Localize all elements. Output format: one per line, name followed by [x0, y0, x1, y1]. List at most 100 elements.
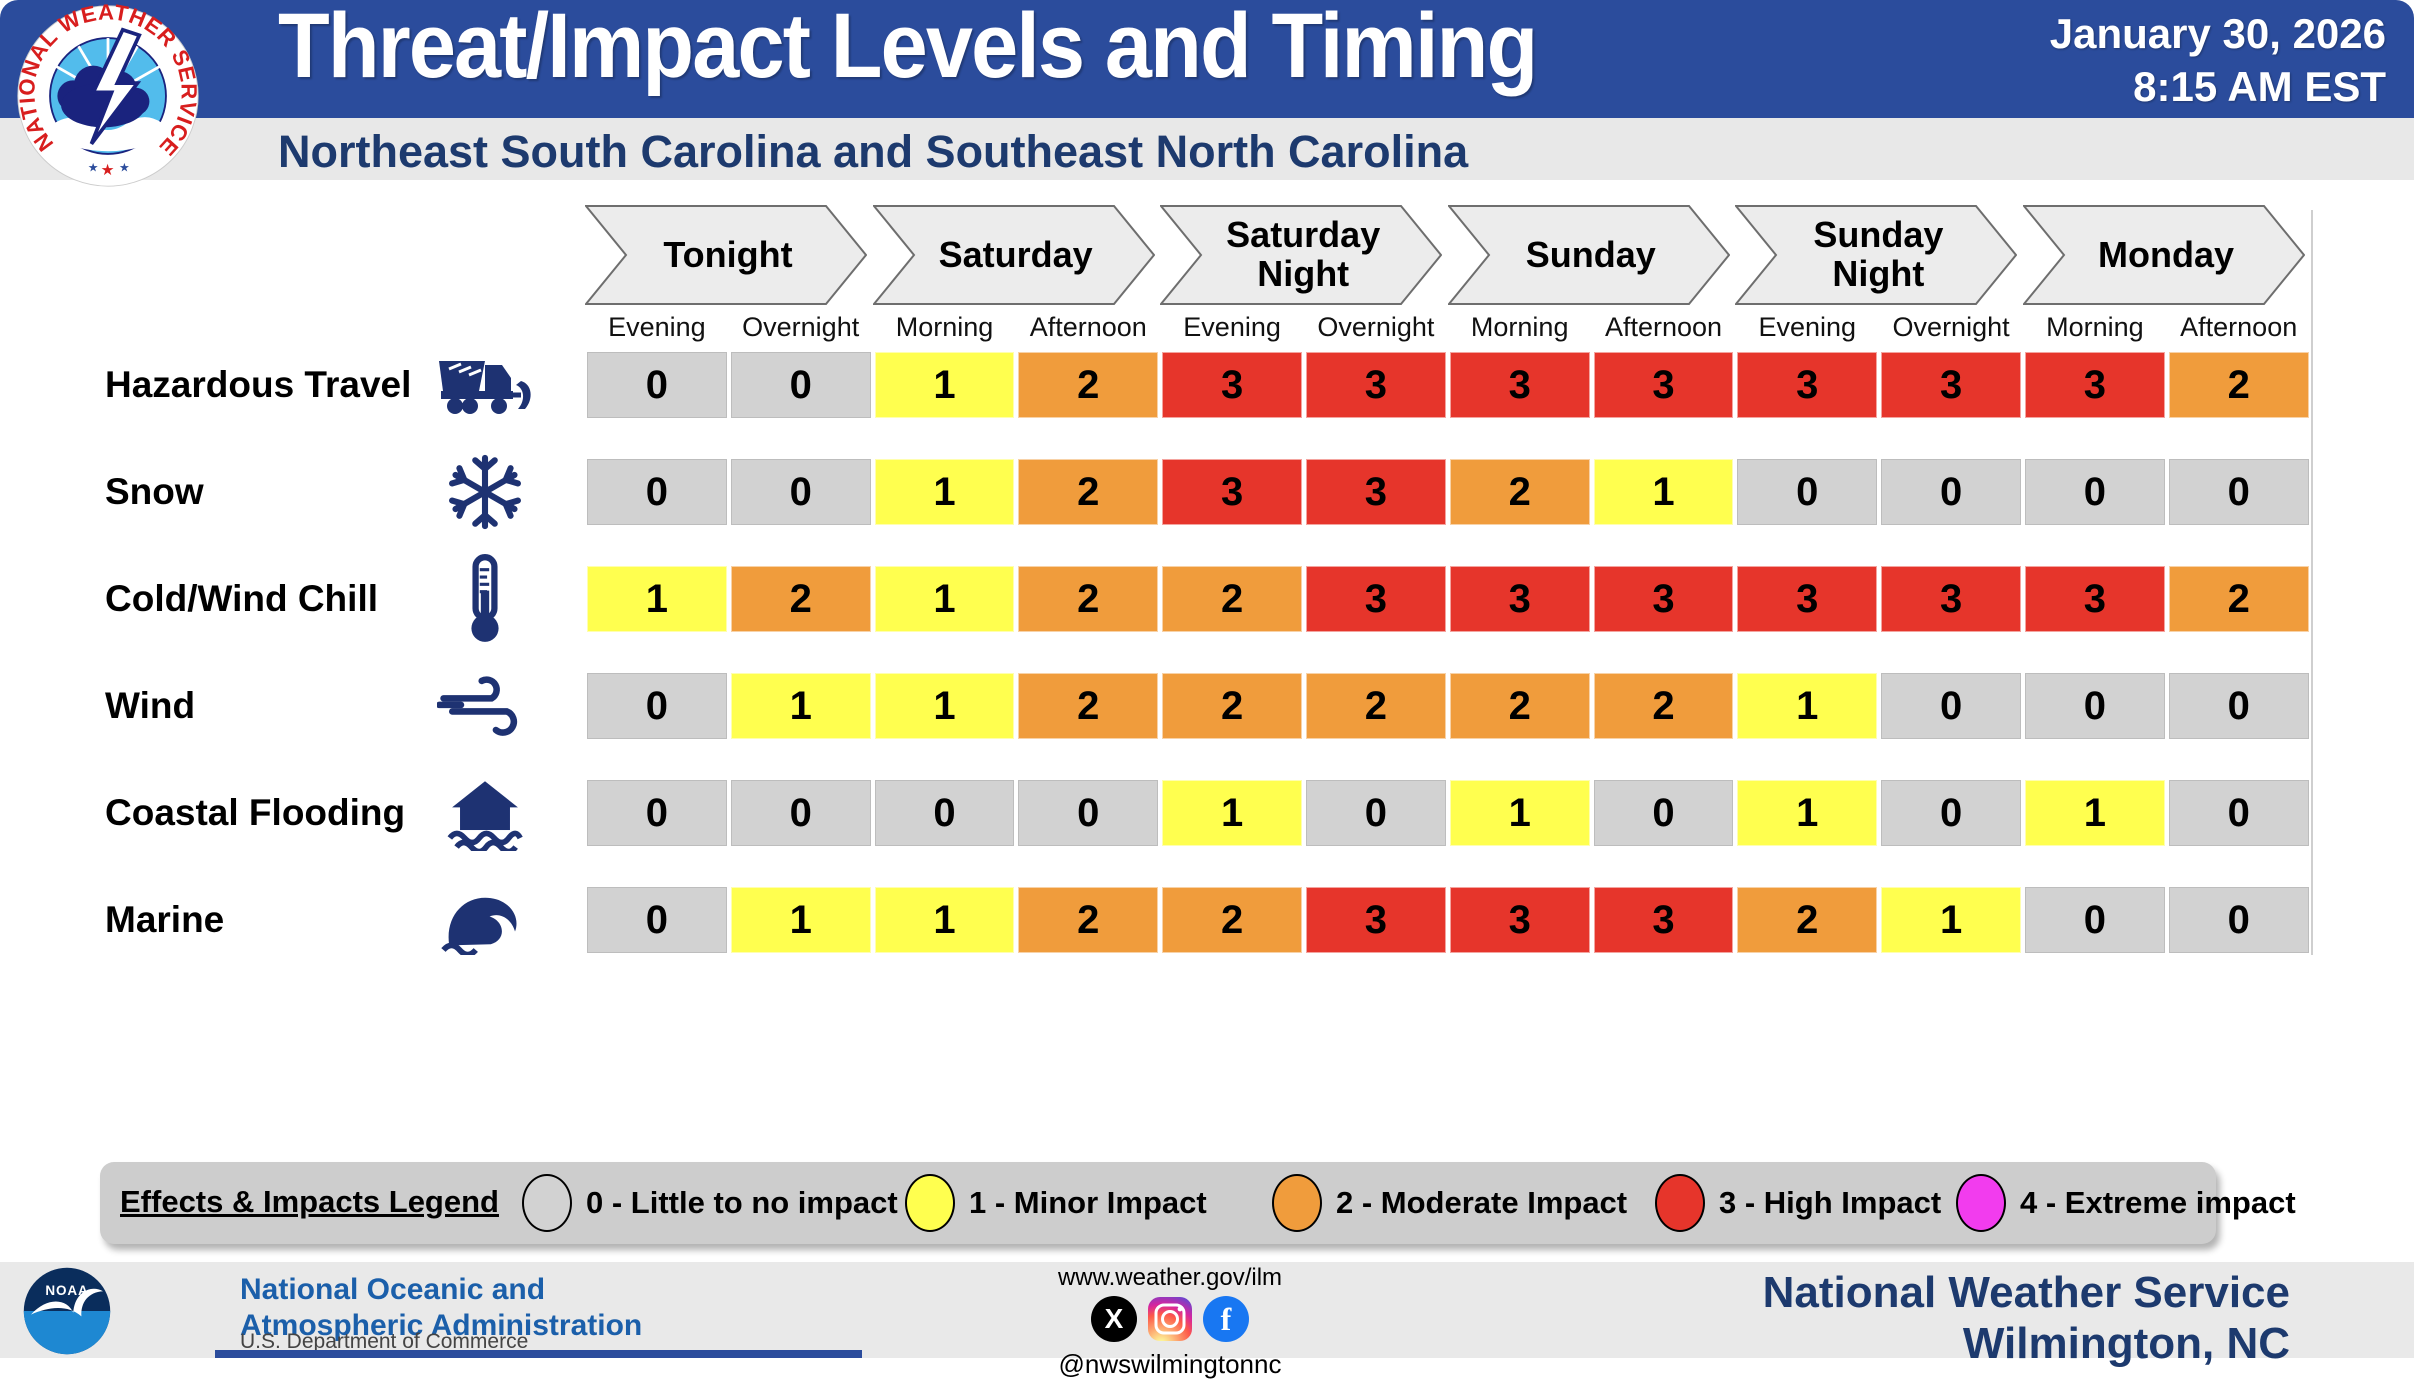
- legend-swatch-3: [1655, 1174, 1705, 1232]
- threat-cell: 3: [2025, 352, 2165, 418]
- legend-item-2: 2 - Moderate Impact: [1272, 1172, 1627, 1234]
- legend-swatch-2: [1272, 1174, 1322, 1232]
- noaa-name: National Oceanic and Atmospheric Adminis…: [240, 1273, 643, 1342]
- legend-label: 1 - Minor Impact: [969, 1185, 1207, 1220]
- day-arrow-label: Sunday: [1525, 233, 1656, 275]
- threat-cell: 3: [1593, 887, 1734, 953]
- snowplow-icon: [415, 336, 555, 434]
- threat-cell: 3: [1306, 352, 1446, 418]
- footer-center: www.weather.gov/ilm X f @nwswilmingtonnc: [1000, 1264, 1340, 1380]
- threat-cell: 0: [2168, 887, 2309, 953]
- threat-cell: 0: [730, 780, 871, 846]
- threat-cell: 1: [730, 673, 871, 739]
- row-label-cold-wind-chill: Cold/Wind Chill: [105, 578, 379, 619]
- threat-cell: 2: [1449, 673, 1590, 739]
- day-arrow-label: Sunday Night: [1813, 214, 1944, 294]
- threat-cell: 1: [1593, 459, 1734, 525]
- bottom-blue-strip: [215, 1350, 862, 1358]
- nws-office-name: National Weather Service Wilmington, NC: [1762, 1268, 2290, 1368]
- threat-cell: 1: [874, 673, 1015, 739]
- legend-item-3: 3 - High Impact: [1655, 1172, 1941, 1234]
- threat-cell: 1: [1737, 780, 1878, 846]
- period-label: Evening: [1758, 312, 1857, 342]
- x-twitter-icon: X: [1091, 1296, 1137, 1342]
- page-subtitle: Northeast South Carolina and Southeast N…: [278, 126, 1469, 177]
- threat-cell: 2: [1018, 352, 1159, 418]
- legend-swatch-1: [905, 1174, 955, 1232]
- nws-logo-icon: NATIONAL WEATHER SERVICE ★ ★ ★: [14, 0, 200, 188]
- datetime: January 30, 2026 8:15 AM EST: [2050, 8, 2386, 113]
- threat-cell: 2: [2168, 566, 2309, 632]
- threat-cell: 1: [874, 566, 1015, 632]
- legend-swatch-0: [522, 1174, 572, 1232]
- period-label: Overnight: [742, 312, 860, 342]
- threat-cell: 0: [1306, 780, 1446, 846]
- row-label-coastal-flooding: Coastal Flooding: [105, 792, 406, 833]
- threat-cell: 3: [1593, 566, 1734, 632]
- noaa-logo-icon: NOAA: [22, 1266, 112, 1356]
- threat-cell: 0: [2168, 459, 2309, 525]
- row-label-hazardous-travel: Hazardous Travel: [105, 364, 412, 405]
- threat-cell: 3: [1881, 352, 2021, 418]
- threat-cell: 0: [2025, 459, 2165, 525]
- day-arrow-saturday: Saturday: [872, 205, 1155, 305]
- day-arrow-label: Tonight: [663, 233, 793, 275]
- threat-cell: 1: [874, 459, 1015, 525]
- day-arrow-sunday-night: Sunday Night: [1735, 205, 2018, 305]
- threat-cell: 0: [730, 459, 871, 525]
- threat-cell: 1: [587, 566, 727, 632]
- legend-item-1: 1 - Minor Impact: [905, 1172, 1207, 1234]
- threat-cell: 0: [1881, 780, 2021, 846]
- grid-right-border: [2311, 210, 2313, 955]
- threat-cell: 2: [1162, 673, 1302, 739]
- day-arrow-monday: Monday: [2023, 205, 2305, 305]
- threat-cell: 0: [730, 352, 871, 418]
- threat-cell: 2: [1449, 459, 1590, 525]
- period-label: Afternoon: [1029, 312, 1147, 342]
- legend-item-0: 0 - Little to no impact: [522, 1172, 898, 1234]
- threat-cell: 0: [1593, 780, 1734, 846]
- threat-cell: 0: [587, 780, 727, 846]
- threat-cell: 0: [1881, 673, 2021, 739]
- thermometer-icon: [415, 550, 555, 648]
- threat-cell: 0: [2025, 673, 2165, 739]
- threat-cell: 0: [1881, 459, 2021, 525]
- threat-cell: 2: [1737, 887, 1878, 953]
- threat-cell: 0: [587, 459, 727, 525]
- threat-cell: 3: [1593, 352, 1734, 418]
- wind-icon: [415, 657, 555, 755]
- noaa-logo-label: NOAA: [45, 1283, 88, 1298]
- coastal-flooding-icon: [415, 764, 555, 862]
- threat-cell: 3: [2025, 566, 2165, 632]
- svg-text:★: ★: [101, 162, 115, 179]
- threat-cell: 2: [1593, 673, 1734, 739]
- threat-cell: 1: [1737, 673, 1878, 739]
- threat-cell: 1: [1162, 780, 1302, 846]
- threat-cell: 2: [1306, 673, 1446, 739]
- day-arrow-sunday: Sunday: [1447, 205, 1730, 305]
- threat-cell: 1: [874, 887, 1015, 953]
- threat-cell: 0: [587, 887, 727, 953]
- threat-cell: 3: [1737, 352, 1878, 418]
- threat-cell: 2: [1162, 566, 1302, 632]
- threat-cell: 0: [2168, 780, 2309, 846]
- row-label-marine: Marine: [105, 899, 225, 940]
- legend-label: 4 - Extreme impact: [2020, 1185, 2296, 1220]
- threat-cell: 1: [1881, 887, 2021, 953]
- header-band: [0, 0, 2414, 118]
- period-label: Evening: [1183, 312, 1281, 342]
- period-label: Afternoon: [2180, 312, 2298, 342]
- threat-cell: 0: [2168, 673, 2309, 739]
- issue-time: 8:15 AM EST: [2133, 62, 2386, 110]
- threat-cell: 2: [1018, 673, 1159, 739]
- legend-item-4: 4 - Extreme impact: [1956, 1172, 2296, 1234]
- social-handle: @nwswilmingtonnc: [1058, 1349, 1282, 1379]
- threat-cell: 3: [1449, 887, 1590, 953]
- threat-cell: 3: [1162, 352, 1302, 418]
- threat-cell: 1: [1449, 780, 1590, 846]
- threat-cell: 0: [1737, 459, 1878, 525]
- legend-swatch-4: [1956, 1174, 2006, 1232]
- threat-cell: 1: [2025, 780, 2165, 846]
- threat-cell: 2: [1018, 459, 1159, 525]
